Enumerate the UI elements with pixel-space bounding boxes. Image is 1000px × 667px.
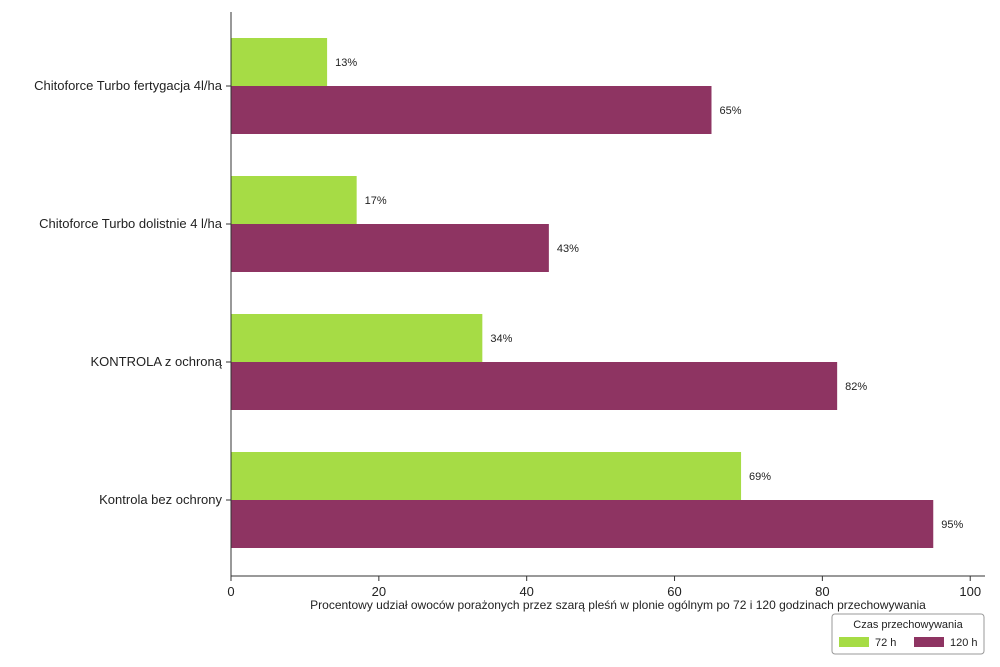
category-label: Kontrola bez ochrony — [99, 492, 222, 507]
bar-120h-2 — [231, 362, 838, 410]
x-tick-label: 100 — [959, 584, 981, 599]
bar-72h-2 — [231, 314, 483, 362]
value-labels-group: 13% 65% 17% 43% 34% 82% 69% 95% — [335, 57, 963, 531]
data-label: 95% — [941, 519, 963, 531]
x-tick-label: 20 — [372, 584, 386, 599]
bar-72h-3 — [231, 452, 742, 500]
data-label: 34% — [490, 333, 512, 345]
legend-swatch-72h — [839, 637, 869, 647]
legend-box — [831, 613, 985, 655]
data-label: 69% — [749, 471, 771, 483]
x-tick-label: 60 — [667, 584, 681, 599]
bar-72h-0 — [231, 38, 328, 86]
bars-group — [231, 38, 934, 548]
x-tick-label: 80 — [815, 584, 829, 599]
category-label: KONTROLA z ochroną — [91, 354, 223, 369]
legend-items: 72 h 120 h — [839, 637, 978, 649]
legend-swatch-120h — [914, 637, 944, 647]
data-label: 13% — [335, 57, 357, 69]
data-label: 43% — [557, 243, 579, 255]
data-label: 17% — [365, 195, 387, 207]
x-tick-label: 0 — [227, 584, 234, 599]
x-tick-label: 40 — [519, 584, 533, 599]
category-label: Chitoforce Turbo fertygacja 4l/ha — [34, 78, 223, 93]
legend-title: Czas przechowywania — [853, 619, 963, 631]
data-label: 65% — [719, 105, 741, 117]
bar-72h-1 — [231, 176, 357, 224]
x-ticks-group: 0 20 40 60 80 100 — [227, 576, 981, 599]
x-axis-title: Procentowy udział owoców porażonych prze… — [310, 598, 926, 612]
data-label: 82% — [845, 381, 867, 393]
bar-120h-0 — [231, 86, 712, 134]
category-label: Chitoforce Turbo dolistnie 4 l/ha — [39, 216, 223, 231]
legend-label: 72 h — [875, 637, 896, 649]
legend-label: 120 h — [950, 637, 978, 649]
bar-120h-3 — [231, 500, 934, 548]
category-labels-group: Chitoforce Turbo fertygacja 4l/ha Chitofo… — [34, 78, 231, 507]
legend: Czas przechowywania 72 h 120 h — [831, 613, 985, 655]
bar-120h-1 — [231, 224, 549, 272]
